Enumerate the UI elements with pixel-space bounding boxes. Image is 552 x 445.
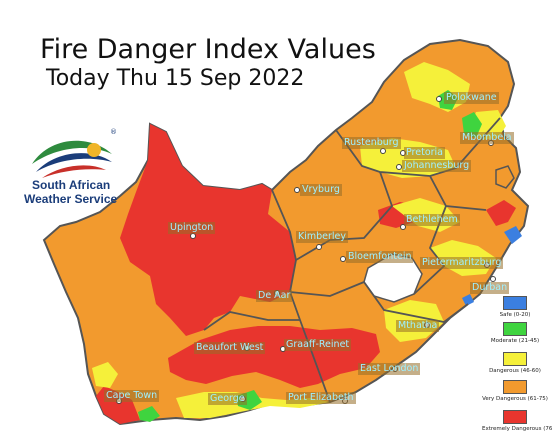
legend-label-extremely-dangerous: Extremely Dangerous (76-100)	[482, 426, 552, 432]
legend-swatch-safe	[503, 296, 527, 310]
logo-sun	[87, 143, 101, 157]
city-label-vryburg: Vryburg	[300, 184, 342, 196]
city-label-pietermaritzburg: Pietermaritzburg	[420, 257, 504, 269]
city-dot-durban	[490, 276, 496, 282]
city-dot-bethlehem	[400, 224, 406, 230]
city-label-polokwane: Polokwane	[444, 92, 499, 104]
city-dot-johannesburg	[396, 164, 402, 170]
legend-safe: Safe (0-20)	[482, 296, 548, 318]
legend-label-moderate: Moderate (21-45)	[490, 338, 540, 344]
map-title: Fire Danger Index Values	[40, 34, 376, 65]
city-label-durban: Durban	[470, 282, 510, 294]
city-label-bloemfontein: Bloemfontein	[346, 251, 414, 263]
red-zone-kzn	[486, 200, 516, 226]
logo-registered-mark: ®	[110, 128, 117, 136]
city-label-port-elizabeth: Port Elizabeth	[286, 392, 356, 404]
legend-swatch-very-dangerous	[503, 380, 527, 394]
city-label-de-aar: De Aar	[256, 290, 293, 302]
city-label-graaff-reinet: Graaff-Reinet	[284, 339, 352, 351]
eswatini	[495, 165, 515, 189]
legend-moderate: Moderate (21-45)	[482, 322, 548, 344]
city-label-upington: Upington	[168, 222, 216, 234]
green-zone-west-coast	[138, 406, 160, 422]
city-label-george: George	[208, 393, 247, 405]
map-date: Today Thu 15 Sep 2022	[46, 66, 305, 91]
city-label-cape-town: Cape Town	[104, 390, 160, 402]
legend-label-dangerous: Dangerous (46-60)	[489, 368, 541, 374]
city-dot-bloemfontein	[340, 256, 346, 262]
legend-swatch-moderate	[503, 322, 527, 336]
city-label-pretoria: Pretoria	[404, 147, 446, 159]
logo-swoosh-red	[42, 165, 106, 178]
city-label-kimberley: Kimberley	[296, 231, 349, 243]
green-zone-mpumalanga	[462, 112, 482, 138]
city-label-bethlehem: Bethlehem	[404, 214, 460, 226]
city-label-mthatha: Mthatha	[396, 320, 440, 332]
legend-swatch-dangerous	[503, 352, 527, 366]
legend-very-dangerous: Very Dangerous (61-75)	[482, 380, 548, 402]
city-label-rustenburg: Rustenburg	[342, 137, 401, 149]
legend-label-safe: Safe (0-20)	[499, 312, 531, 318]
city-dot-vryburg	[294, 187, 300, 193]
city-label-beaufort-west: Beaufort West	[194, 342, 266, 354]
legend-label-very-dangerous: Very Dangerous (61-75)	[482, 396, 548, 402]
city-label-johannesburg: Johannesburg	[402, 160, 472, 172]
yellow-zone-west	[92, 362, 118, 388]
legend-extremely-dangerous: Extremely Dangerous (76-100)	[482, 410, 552, 432]
legend-swatch-extremely-dangerous	[503, 410, 527, 424]
logo-text-line1: South African	[32, 178, 111, 192]
blue-zone-kzn	[504, 226, 522, 244]
city-label-east-london: East London	[358, 363, 421, 375]
city-dot-polokwane	[436, 96, 442, 102]
city-dot-kimberley	[316, 244, 322, 250]
city-label-mbombela: Mbombela	[460, 132, 514, 144]
logo-swoosh-blue	[36, 153, 112, 172]
logo-text-line2: Weather Service	[24, 192, 118, 206]
saws-logo	[32, 140, 112, 178]
blue-zone-durban	[462, 294, 474, 306]
legend-dangerous: Dangerous (46-60)	[482, 352, 548, 374]
